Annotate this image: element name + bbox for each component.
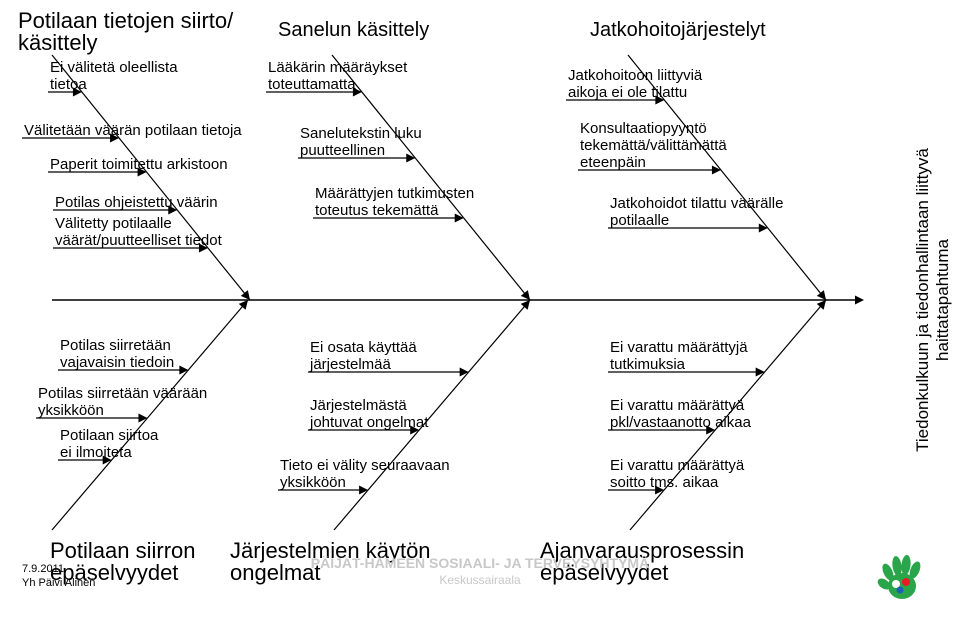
svg-text:Määrättyjen tutkimusten: Määrättyjen tutkimusten: [315, 185, 474, 202]
cause-label: Ei osata käyttääjärjestelmää: [309, 339, 417, 373]
svg-text:haittatapahtuma: haittatapahtuma: [933, 238, 952, 360]
svg-text:tietoa: tietoa: [50, 76, 87, 93]
svg-text:käsittely: käsittely: [18, 30, 97, 55]
svg-text:Potilas siirretään: Potilas siirretään: [60, 337, 171, 354]
footer-author: Yh Päivi Alinen: [22, 577, 95, 589]
cause-label: Ei välitetä oleellistatietoa: [50, 59, 178, 93]
svg-text:Potilas ohjeistettu väärin: Potilas ohjeistettu väärin: [55, 194, 218, 211]
svg-text:Ei varattu määrättyä: Ei varattu määrättyä: [610, 457, 745, 474]
cause-label: Välitetty potilaalleväärät/puutteelliset…: [55, 215, 223, 249]
cause-label: Ei varattu määrättyjätutkimuksia: [610, 339, 748, 373]
svg-text:eteenpäin: eteenpäin: [580, 154, 646, 171]
cause-label: Potilaan siirtoaei ilmoiteta: [60, 427, 159, 461]
svg-text:vajavaisin tiedoin: vajavaisin tiedoin: [60, 354, 174, 371]
cause-label: Potilas siirretään vääräänyksikköön: [38, 385, 207, 419]
svg-text:Ei välitetä oleellista: Ei välitetä oleellista: [50, 59, 178, 76]
svg-text:Lääkärin määräykset: Lääkärin määräykset: [268, 59, 408, 76]
cause-label: Potilas siirretäänvajavaisin tiedoin: [60, 337, 174, 371]
cause-label: Jatkohoitoon liittyviäaikoja ei ole tila…: [568, 67, 703, 101]
svg-text:pkl/vastaanotto aikaa: pkl/vastaanotto aikaa: [610, 414, 752, 431]
svg-text:Potilas siirretään väärään: Potilas siirretään väärään: [38, 385, 207, 402]
svg-text:väärät/puutteelliset tiedot: väärät/puutteelliset tiedot: [55, 232, 223, 249]
category-label: Jatkohoitojärjestelyt: [590, 19, 766, 41]
svg-text:yksikköön: yksikköön: [280, 474, 346, 491]
footer-date: 7.9.2011: [22, 563, 64, 575]
cause-label: Välitetään väärän potilaan tietoja: [24, 122, 242, 139]
svg-text:Ei varattu määrättyä: Ei varattu määrättyä: [610, 397, 745, 414]
cause-label: Sanelutekstin lukupuutteellinen: [300, 125, 422, 159]
category-label: Potilaan tietojen siirto/käsittely: [18, 8, 234, 55]
cause-label: Jatkohoidot tilattu väärällepotilaalle: [610, 195, 783, 229]
svg-text:toteuttamatta: toteuttamatta: [268, 76, 356, 93]
bone: [332, 55, 530, 300]
svg-text:Konsultaatiopyyntö: Konsultaatiopyyntö: [580, 120, 707, 137]
cause-label: Tieto ei välity seuraavaanyksikköön: [280, 457, 450, 491]
watermark-sub: Keskussairaala: [439, 573, 521, 587]
category-label: Sanelun käsittely: [278, 19, 429, 41]
svg-text:Sanelutekstin luku: Sanelutekstin luku: [300, 125, 422, 142]
svg-text:Tieto ei välity seuraavaan: Tieto ei välity seuraavaan: [280, 457, 450, 474]
cause-label: Ei varattu määrättyäpkl/vastaanotto aika…: [610, 397, 752, 431]
svg-text:soitto tms. aikaa: soitto tms. aikaa: [610, 474, 719, 491]
svg-text:Järjestelmästä: Järjestelmästä: [310, 397, 407, 414]
svg-text:järjestelmää: järjestelmää: [309, 356, 392, 373]
svg-text:Välitetty potilaalle: Välitetty potilaalle: [55, 215, 172, 232]
effect-label: Tiedonkulkuun ja tiedonhallintaan liitty…: [913, 148, 952, 452]
svg-text:yksikköön: yksikköön: [38, 402, 104, 419]
svg-text:ongelmat: ongelmat: [230, 560, 321, 585]
svg-text:tutkimuksia: tutkimuksia: [610, 356, 686, 373]
svg-text:Tiedonkulkuun ja tiedonhallint: Tiedonkulkuun ja tiedonhallintaan liitty…: [913, 148, 932, 452]
svg-text:toteutus tekemättä: toteutus tekemättä: [315, 202, 439, 219]
svg-text:Ei varattu määrättyjä: Ei varattu määrättyjä: [610, 339, 748, 356]
cause-label: Konsultaatiopyyntötekemättä/välittämättä…: [580, 120, 727, 171]
svg-text:aikoja ei ole tilattu: aikoja ei ole tilattu: [568, 84, 687, 101]
svg-text:Ei osata käyttää: Ei osata käyttää: [310, 339, 417, 356]
svg-text:ei ilmoiteta: ei ilmoiteta: [60, 444, 132, 461]
cause-label: Ei varattu määrättyäsoitto tms. aikaa: [610, 457, 745, 491]
watermark: PÄIJÄT-HÄMEEN SOSIAALI- JA TERVEYSYHTYMÄ: [311, 555, 649, 571]
cause-label: Potilas ohjeistettu väärin: [55, 194, 218, 211]
svg-text:potilaalle: potilaalle: [610, 212, 669, 229]
svg-text:Potilaan siirtoa: Potilaan siirtoa: [60, 427, 159, 444]
svg-text:Välitetään väärän potilaan tie: Välitetään väärän potilaan tietoja: [24, 122, 242, 139]
svg-text:tekemättä/välittämättä: tekemättä/välittämättä: [580, 137, 727, 154]
svg-text:Jatkohoitoon liittyviä: Jatkohoitoon liittyviä: [568, 67, 703, 84]
logo-handprint: [876, 555, 923, 599]
cause-label: Järjestelmästäjohtuvat ongelmat: [309, 397, 429, 431]
svg-text:puutteellinen: puutteellinen: [300, 142, 385, 159]
svg-text:Jatkohoidot tilattu väärälle: Jatkohoidot tilattu väärälle: [610, 195, 783, 212]
svg-text:Sanelun käsittely: Sanelun käsittely: [278, 19, 429, 41]
cause-label: Lääkärin määräyksettoteuttamatta: [268, 59, 408, 93]
svg-text:Jatkohoitojärjestelyt: Jatkohoitojärjestelyt: [590, 19, 766, 41]
